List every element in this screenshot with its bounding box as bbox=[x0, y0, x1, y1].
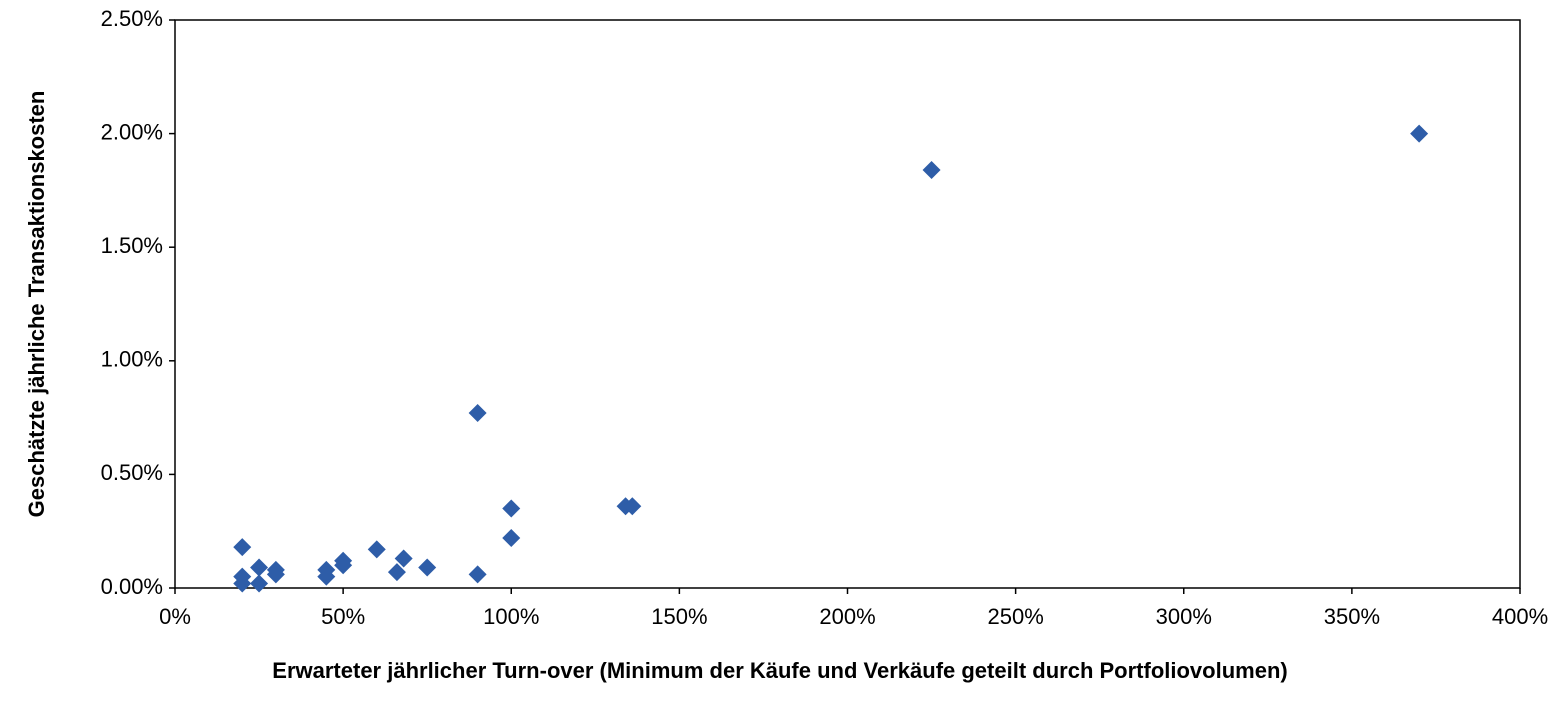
point bbox=[418, 558, 437, 577]
point bbox=[233, 538, 252, 557]
y-tick-label: 1.00% bbox=[101, 347, 163, 372]
point bbox=[387, 563, 406, 582]
point bbox=[334, 556, 353, 575]
x-tick-label: 250% bbox=[987, 604, 1043, 629]
point bbox=[266, 565, 285, 584]
point bbox=[317, 567, 336, 586]
point bbox=[233, 574, 252, 593]
x-tick-label: 350% bbox=[1324, 604, 1380, 629]
x-axis-title: Erwarteter jährlicher Turn-over (Minimum… bbox=[272, 658, 1288, 683]
point bbox=[250, 558, 269, 577]
point bbox=[250, 574, 269, 593]
y-tick-label: 2.00% bbox=[101, 119, 163, 144]
y-tick-label: 2.50% bbox=[101, 6, 163, 31]
y-tick-label: 0.00% bbox=[101, 574, 163, 599]
point bbox=[468, 565, 487, 584]
x-tick-label: 400% bbox=[1492, 604, 1548, 629]
y-tick-label: 1.50% bbox=[101, 233, 163, 258]
x-tick-label: 50% bbox=[321, 604, 365, 629]
x-tick-label: 300% bbox=[1156, 604, 1212, 629]
x-tick-label: 150% bbox=[651, 604, 707, 629]
point bbox=[367, 540, 386, 559]
point bbox=[922, 160, 941, 179]
point bbox=[502, 499, 521, 518]
point bbox=[468, 404, 487, 423]
y-tick-label: 0.50% bbox=[101, 460, 163, 485]
x-tick-label: 100% bbox=[483, 604, 539, 629]
y-axis-title: Geschätzte jährliche Transaktionskosten bbox=[24, 91, 49, 518]
point bbox=[394, 549, 413, 568]
point bbox=[1410, 124, 1429, 143]
plot-frame bbox=[174, 19, 1521, 589]
x-tick-label: 200% bbox=[819, 604, 875, 629]
point bbox=[502, 529, 521, 548]
x-tick-label: 0% bbox=[159, 604, 191, 629]
point bbox=[623, 497, 642, 516]
